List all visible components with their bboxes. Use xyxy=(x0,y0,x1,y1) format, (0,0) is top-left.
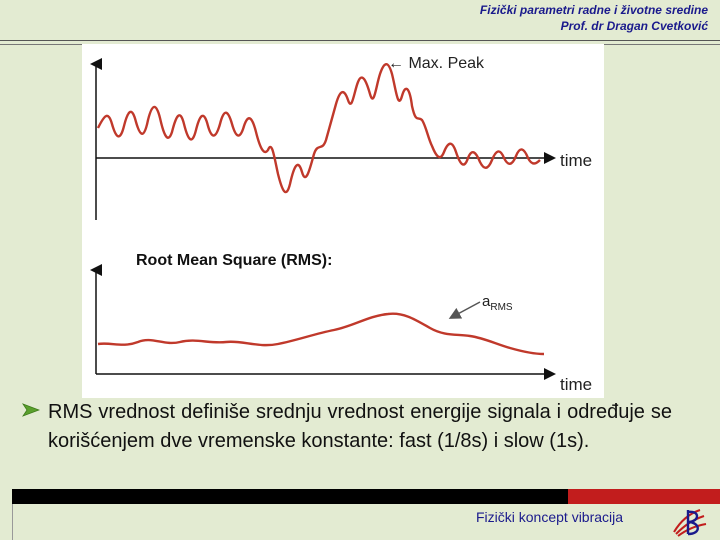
rms-signal-line xyxy=(97,312,545,356)
rms-series-label-main: a xyxy=(482,293,491,310)
peak-label: ← Max. Peak xyxy=(388,55,485,72)
slide-header: Fizički parametri radne i životne sredin… xyxy=(480,2,708,34)
top-time-label: time xyxy=(560,151,592,170)
signal-figure-svg: ← Max. Peak time Root Mean Square (RMS):… xyxy=(90,55,592,394)
signal-figure: ← Max. Peak time Root Mean Square (RMS):… xyxy=(82,44,604,398)
rms-title: Root Mean Square (RMS): xyxy=(136,252,332,269)
university-logo-icon xyxy=(673,509,707,537)
arrow-bullet-icon xyxy=(22,403,40,417)
rms-series-label: aRMS xyxy=(482,293,513,313)
body-paragraph: RMS vrednost definiše srednju vrednost e… xyxy=(48,401,672,452)
top-signal-line xyxy=(96,63,541,194)
footer-bar-dark xyxy=(12,489,568,504)
bottom-time-label: time xyxy=(560,375,592,394)
author-name: Prof. dr Dragan Cvetković xyxy=(560,19,708,33)
footer-left-rule xyxy=(12,504,13,540)
course-title: Fizički parametri radne i životne sredin… xyxy=(479,3,708,17)
header-divider xyxy=(0,40,720,41)
rms-pointer-arrow xyxy=(448,301,481,319)
footer-title: Fizički koncept vibracija xyxy=(476,509,624,525)
footer-bar-accent xyxy=(568,489,720,504)
rms-series-label-sub: RMS xyxy=(490,302,513,313)
